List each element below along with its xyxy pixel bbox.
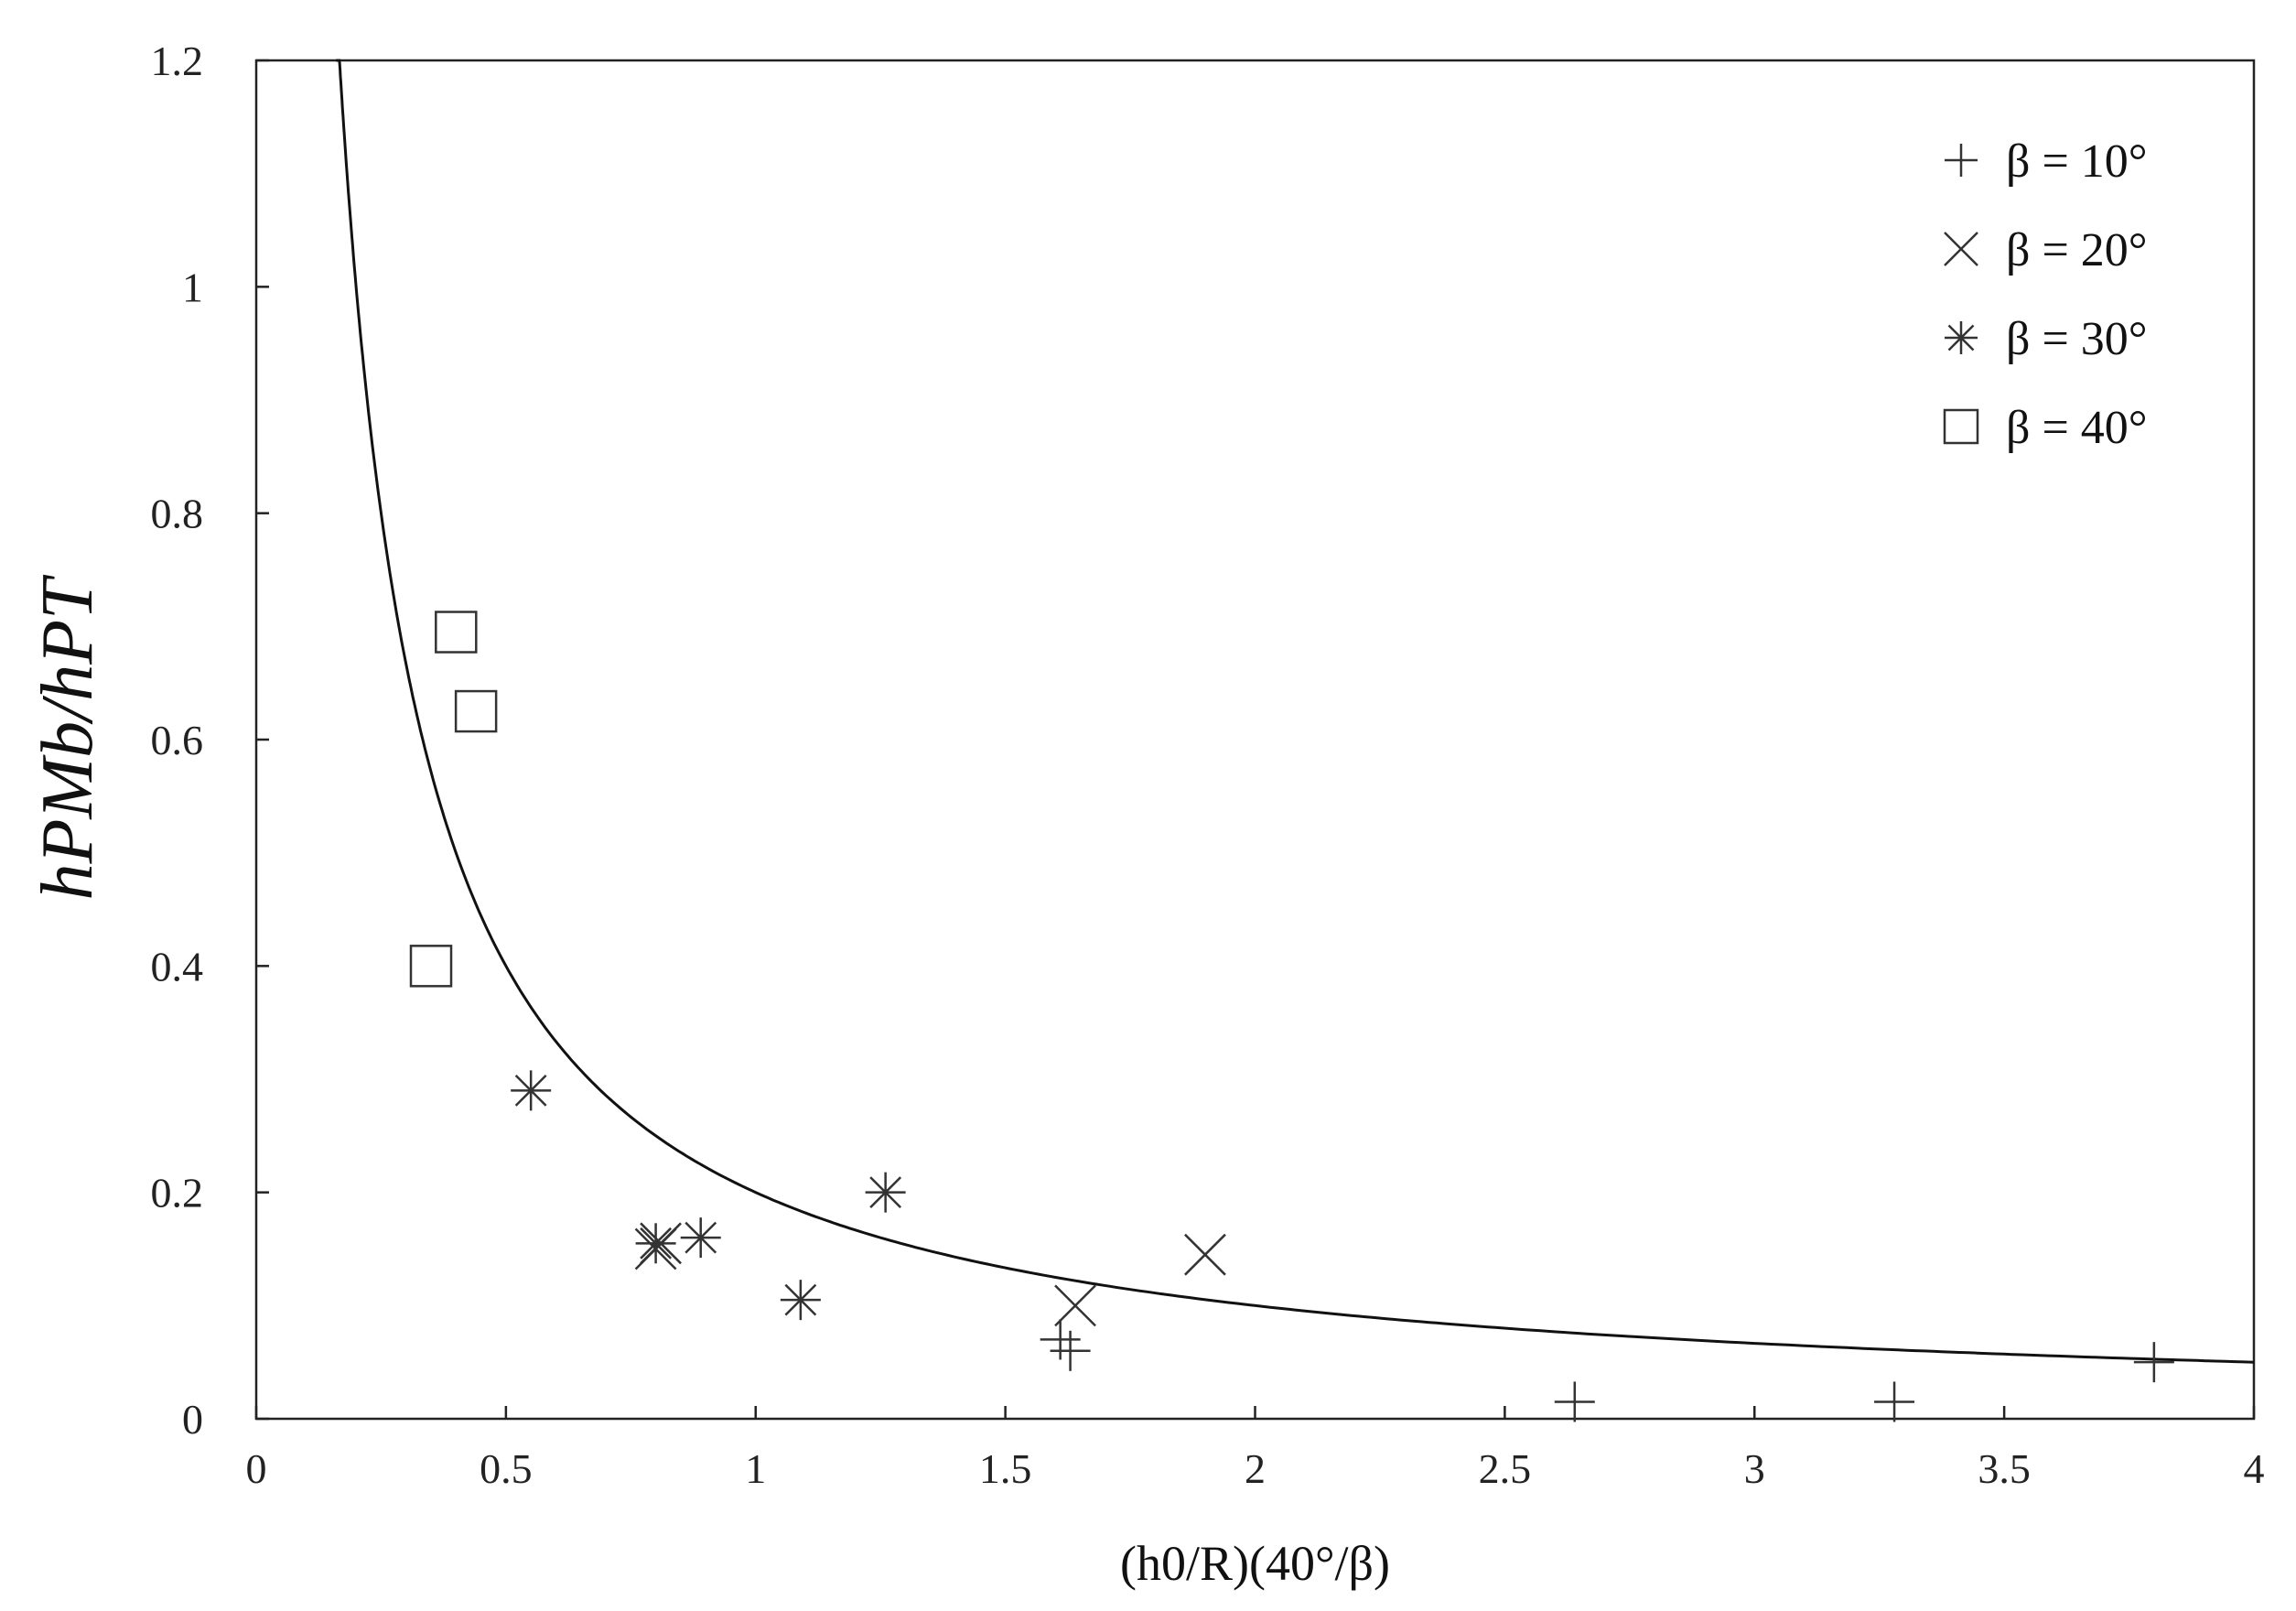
y-tick-label: 0.4: [151, 943, 204, 989]
data-point-square: [435, 611, 478, 654]
y-tick-label: 1: [182, 264, 203, 310]
x-tick-label: 0: [246, 1445, 267, 1492]
data-point-square: [454, 689, 498, 733]
y-tick-label: 1.2: [151, 38, 204, 84]
data-point-plus: [2133, 1342, 2174, 1383]
legend-marker-square: [1943, 408, 1979, 445]
x-tick-label: 0.5: [480, 1445, 533, 1492]
y-tick-label: 0: [182, 1396, 203, 1443]
data-point-asterisk: [680, 1217, 721, 1259]
y-tick-label: 0.6: [151, 717, 204, 763]
legend-marker-asterisk: [1945, 321, 1978, 354]
data-point-plus: [1554, 1381, 1595, 1422]
x-tick-label: 1: [745, 1445, 766, 1492]
data-point-asterisk: [635, 1223, 676, 1264]
legend-label: β = 30°: [2006, 313, 2148, 365]
data-point-x: [1054, 1284, 1096, 1327]
y-axis-title: hPMb/hPT: [27, 574, 108, 901]
x-tick-label: 2.5: [1479, 1445, 1532, 1492]
data-point-plus: [1050, 1330, 1091, 1371]
data-point-x: [1184, 1233, 1226, 1276]
legend-marker-x: [1944, 232, 1978, 266]
data-point-plus: [1874, 1381, 1915, 1422]
legend-marker-plus: [1945, 144, 1978, 177]
legend-label: β = 10°: [2006, 135, 2148, 188]
x-axis-title: (h0/R)(40°/β): [1120, 1536, 1390, 1591]
y-tick-label: 0.2: [151, 1170, 204, 1216]
data-point-asterisk: [511, 1070, 552, 1111]
legend-label: β = 20°: [2006, 224, 2148, 276]
x-tick-label: 3.5: [1978, 1445, 2031, 1492]
y-tick-label: 0.8: [151, 491, 204, 537]
x-tick-label: 2: [1245, 1445, 1266, 1492]
x-tick-label: 1.5: [979, 1445, 1032, 1492]
data-point-plus: [1040, 1319, 1081, 1360]
legend-label: β = 40°: [2006, 402, 2148, 454]
fit-curve-line: [336, 59, 2255, 1364]
x-tick-label: 3: [1744, 1445, 1765, 1492]
legend-box: [1908, 110, 2237, 494]
data-point-asterisk: [780, 1280, 821, 1321]
data-point-asterisk: [865, 1172, 906, 1213]
data-point-square: [409, 945, 453, 988]
x-tick-label: 4: [2244, 1445, 2265, 1492]
